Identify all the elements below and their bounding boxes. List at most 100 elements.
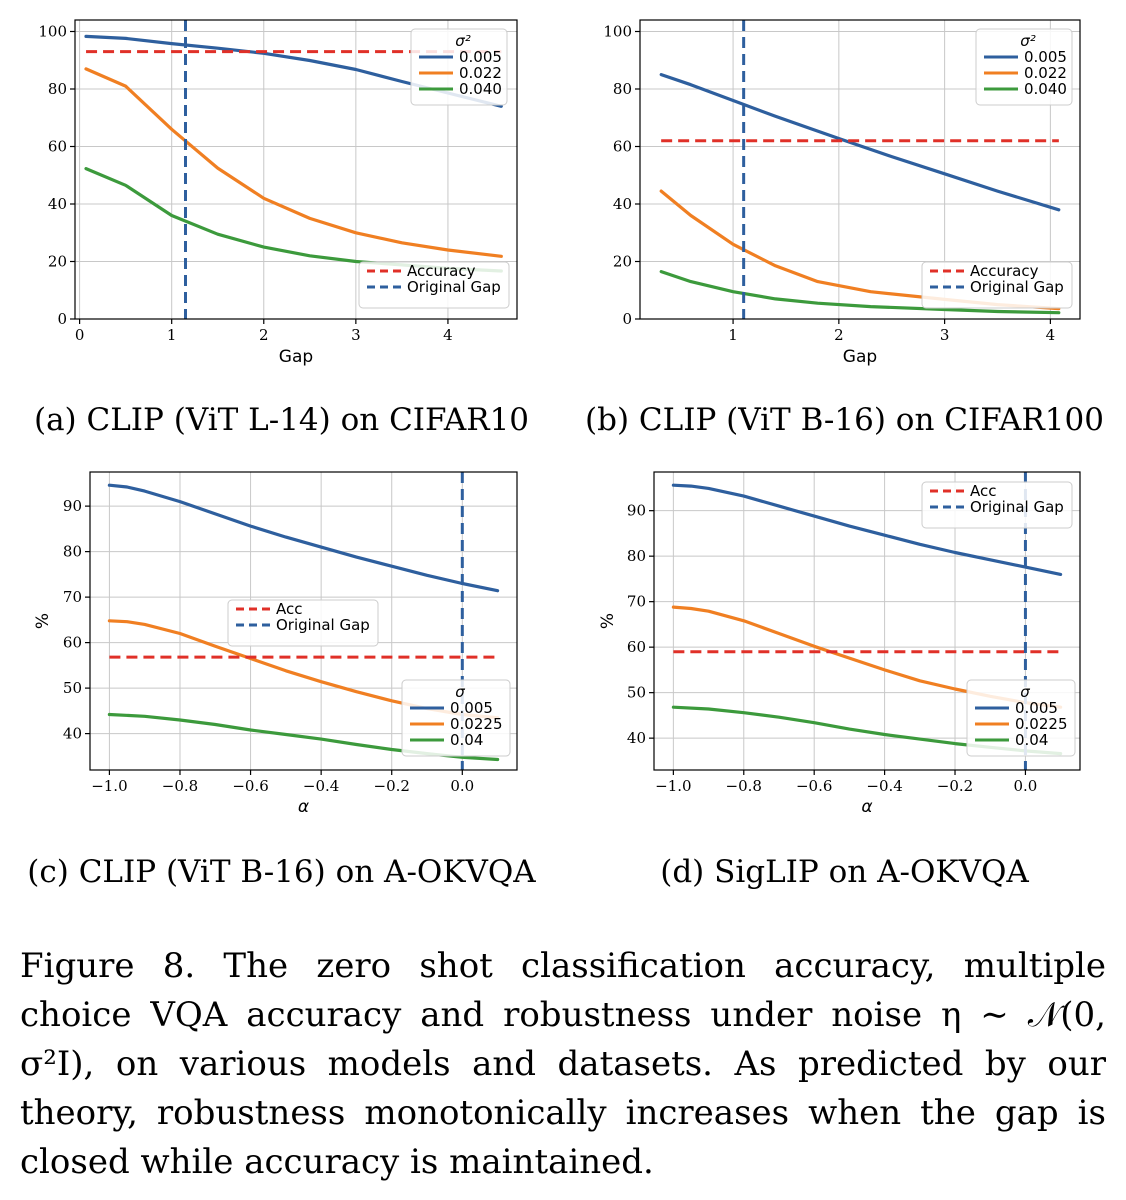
legend-frame: [227, 599, 379, 647]
caption-b: (b) CLIP (ViT B-16) on CIFAR100: [585, 402, 1104, 438]
legend-label: Acc: [970, 482, 997, 500]
chart-panel-a: 0 1 2 3 4 0 20 40 60 80 100 Gap σ² 0.005 0.022 0.040 Acc…: [0, 0, 563, 438]
y-tick-label: 60: [613, 138, 632, 156]
legend-title: σ²: [455, 32, 471, 50]
legend-label: 0.0225: [450, 715, 503, 733]
legend-label: Acc: [276, 600, 303, 618]
legend-frame: [358, 261, 510, 309]
caption-d: (d) SigLIP on A-OKVQA: [660, 854, 1029, 890]
y-tick-label: 0: [622, 310, 632, 328]
x-tick-label: 0.0: [1014, 777, 1038, 795]
legend-label: Accuracy: [407, 262, 476, 280]
legend-label: Original Gap: [970, 498, 1064, 516]
x-tick-label: 3: [940, 326, 950, 344]
legend-frame: [921, 481, 1073, 529]
legend-title: σ: [1020, 683, 1030, 701]
series-line-0.040: [659, 270, 1061, 315]
legend-label: 0.04: [450, 731, 483, 749]
series-line-0.005: [107, 483, 500, 593]
chart-a: 0 1 2 3 4020406080100Gapσ²0.0050.0220.040Acc…: [38, 19, 518, 367]
y-tick-label: 0: [57, 310, 67, 328]
x-tick-label: 4: [443, 326, 453, 344]
series-line-0.005: [671, 483, 1063, 577]
y-tick-label: 60: [63, 634, 82, 652]
y-tick-label: 40: [48, 195, 67, 213]
legend-label: 0.04: [1015, 731, 1048, 749]
chart-b: 1 2 3 4020406080100Gapσ²0.0050.0220.040Accu…: [603, 19, 1081, 367]
figure-caption-text: The zero shot classification accuracy, m…: [20, 946, 1107, 1182]
chart-panel-d: −1.0 −0.8 −0.6 −0.4 −0.2 0.0 40 50 60 70 80 90 α% σ 0.…: [563, 460, 1126, 890]
legend-label: 0.005: [1024, 48, 1067, 66]
axes-frame: [74, 19, 518, 320]
x-tick-label: −0.2: [374, 777, 410, 795]
y-tick-label: 20: [613, 253, 632, 271]
x-axis-label: α: [861, 797, 872, 817]
x-tick-label: 1: [167, 326, 177, 344]
x-tick-label: −0.6: [796, 777, 832, 795]
x-tick-label: −0.4: [866, 777, 902, 795]
y-tick-label: 60: [627, 638, 646, 656]
axes-frame: [89, 471, 518, 771]
chart-panel-b: 1 2 3 4 0 20 40 60 80 100 Gap σ² 0.005 0.022 0.040 Accu…: [563, 0, 1126, 438]
series-line-0.005: [659, 72, 1061, 212]
legend-label: 0.005: [459, 48, 502, 66]
legend-label: Original Gap: [970, 278, 1064, 296]
legend-frame: [975, 28, 1073, 106]
series-line-0.022: [84, 67, 503, 258]
legend-label: 0.040: [1024, 80, 1067, 98]
y-tick-label: 70: [627, 593, 646, 611]
y-tick-label: 80: [63, 543, 82, 561]
chart-panel-c: −1.0 −0.8 −0.6 −0.4 −0.2 0.0 40 50 60 70 80 90 α% σ 0.…: [0, 460, 563, 890]
legend-label: Original Gap: [407, 278, 501, 296]
y-tick-label: 80: [627, 547, 646, 565]
y-tick-label: 40: [63, 725, 82, 743]
x-axis-label: Gap: [279, 347, 313, 367]
x-axis-label: Gap: [843, 347, 877, 367]
x-tick-label: 0.0: [450, 777, 474, 795]
y-tick-label: 40: [613, 195, 632, 213]
figure-caption-label: Figure 8.: [20, 946, 196, 986]
y-tick-label: 80: [613, 80, 632, 98]
axes-frame: [653, 471, 1081, 771]
x-axis-label: α: [298, 797, 309, 817]
y-tick-label: 90: [63, 497, 82, 515]
x-tick-label: 2: [259, 326, 269, 344]
y-tick-label: 70: [63, 588, 82, 606]
legend-frame: [966, 679, 1076, 757]
legend-frame: [921, 261, 1073, 309]
legend-title: σ: [455, 683, 465, 701]
x-tick-label: 3: [351, 326, 361, 344]
y-tick-label: 100: [38, 23, 67, 41]
legend-label: Original Gap: [276, 616, 370, 634]
x-tick-label: 2: [834, 326, 844, 344]
y-tick-label: 90: [627, 502, 646, 520]
legend-label: 0.005: [1015, 699, 1058, 717]
legend-frame: [401, 679, 511, 757]
chart-c: −1.0 −0.8 −0.6 −0.4 −0.2 0.0405060708090α%σ0.…: [33, 471, 518, 817]
y-axis-label: %: [598, 613, 618, 629]
legend-label: 0.022: [1024, 64, 1067, 82]
caption-c: (c) CLIP (ViT B-16) on A-OKVQA: [27, 854, 536, 890]
x-tick-label: −0.8: [162, 777, 198, 795]
x-tick-label: −0.4: [303, 777, 339, 795]
series-line-0.040: [84, 167, 503, 273]
axes-frame: [639, 19, 1081, 320]
legend-label: 0.0225: [1015, 715, 1068, 733]
legend-label: Accuracy: [970, 262, 1039, 280]
x-tick-label: 0: [75, 326, 85, 344]
chart-d: −1.0 −0.8 −0.6 −0.4 −0.2 0.0405060708090α%σ0.…: [598, 471, 1081, 817]
y-tick-label: 50: [627, 684, 646, 702]
y-tick-label: 40: [627, 729, 646, 747]
y-tick-label: 20: [48, 253, 67, 271]
legend-frame: [410, 28, 508, 106]
caption-a: (a) CLIP (ViT L-14) on CIFAR10: [33, 402, 530, 438]
y-tick-label: 60: [48, 138, 67, 156]
legend-label: 0.022: [459, 64, 502, 82]
